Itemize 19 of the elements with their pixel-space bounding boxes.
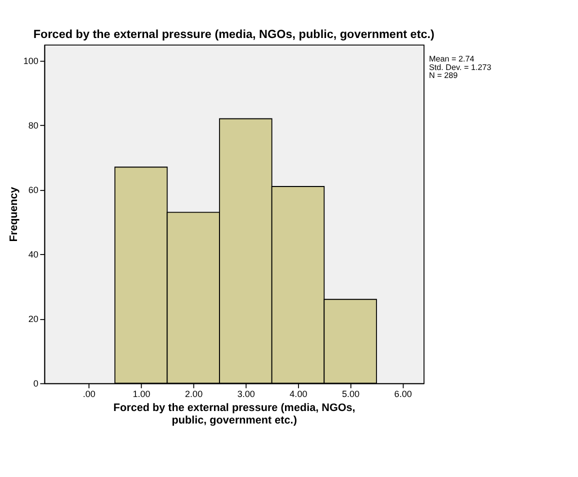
text: Std. Dev. = 1.273 bbox=[428, 62, 492, 72]
chart-title: Forced by the external pressure (media, NGOs, public, government etc.) bbox=[33, 28, 435, 42]
y-tick-label: 100 bbox=[23, 56, 38, 66]
text: N = 289 bbox=[428, 70, 458, 80]
y-tick-label: 40 bbox=[28, 249, 38, 260]
x-tick-label: 2.00 bbox=[185, 389, 203, 400]
y-tick-label: 0 bbox=[33, 378, 38, 388]
y-tick-label: 80 bbox=[28, 120, 38, 130]
x-tick-label: .00 bbox=[82, 389, 96, 400]
x-tick-label: 6.00 bbox=[394, 389, 412, 400]
x-tick-label: 1.00 bbox=[132, 389, 150, 400]
x-tick-label: 3.00 bbox=[237, 389, 255, 400]
text: Mean = 2.74 bbox=[428, 54, 475, 64]
x-tick-label: 5.00 bbox=[342, 389, 360, 400]
x-axis-title: Forced by the external pressure (media, NGOs, public, government etc.) bbox=[113, 402, 356, 426]
y-axis-title: Frequency bbox=[8, 186, 20, 242]
y-tick-label: 20 bbox=[28, 314, 38, 324]
y-tick-label: 60 bbox=[28, 184, 38, 195]
x-tick-label: 4.00 bbox=[290, 389, 308, 400]
